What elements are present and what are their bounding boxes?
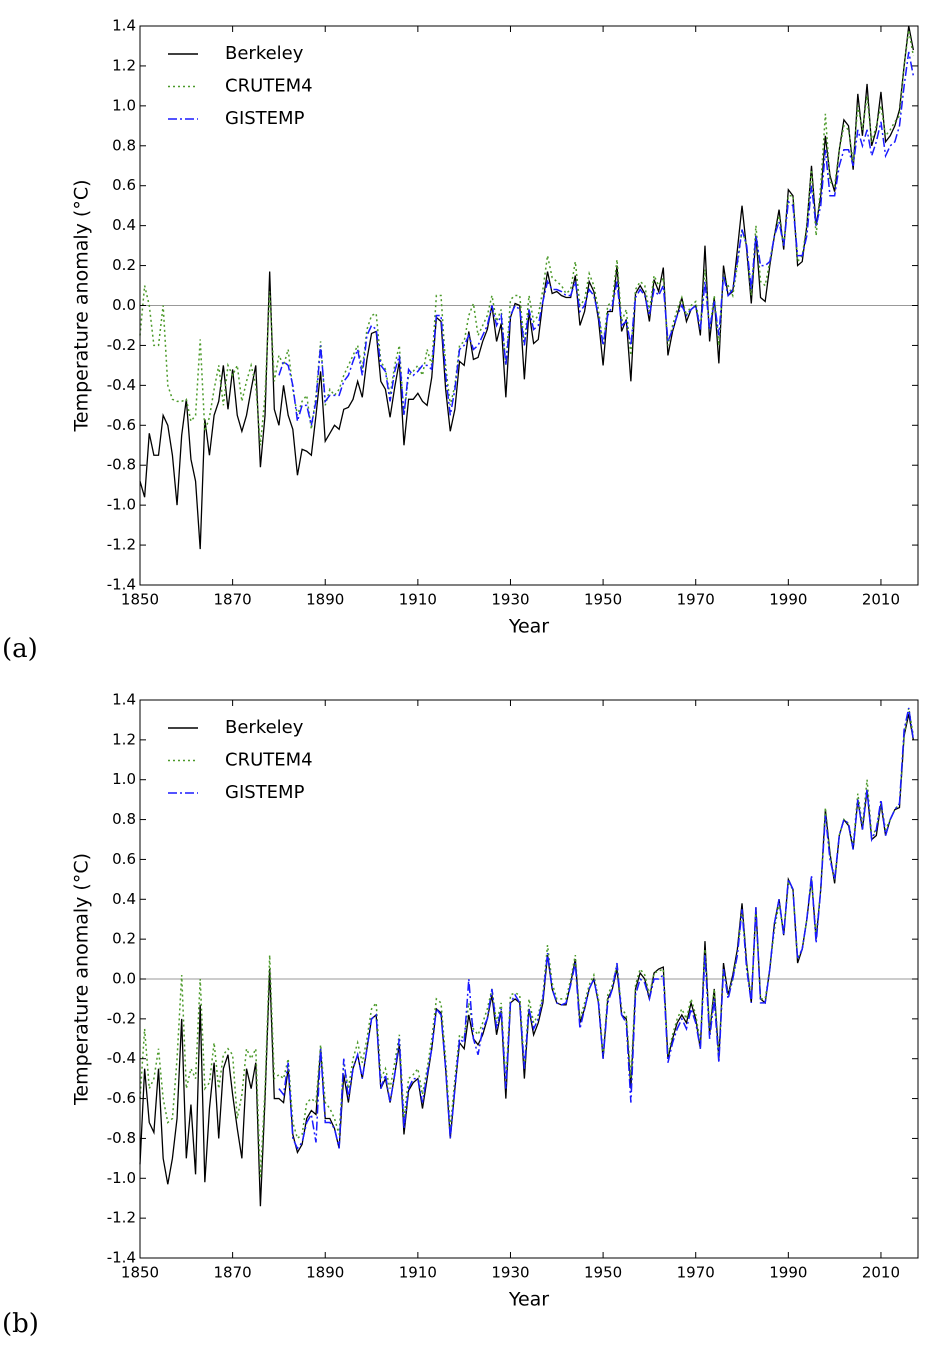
x-tick-label: 1910 [399,1264,437,1282]
y-tick-label: 0.4 [112,216,136,234]
x-tick-label: 1850 [121,1264,159,1282]
y-tick-label: 1.2 [112,56,136,74]
y-axis-label: Temperature anomaly (°C) [71,179,93,432]
y-tick-label: 1.0 [112,770,136,788]
y-tick-label: -0.2 [107,1009,136,1027]
y-tick-label: 1.4 [112,691,136,709]
x-tick-label: 2010 [862,1264,900,1282]
x-tick-label: 1870 [214,1264,252,1282]
panel: -1.4 -1.2 -1.0 -0.8 -0.6 -0.4 -0.2 0.0 0.2 0.4 0.6… [2,17,919,664]
series-line [278,51,915,426]
y-tick-label: -1.2 [107,536,136,554]
panel-label: (a) [2,634,38,664]
y-tick-label: -0.8 [107,456,136,474]
x-tick-label: 1950 [584,591,622,609]
y-tick-label: 0.8 [112,810,136,828]
y-tick-label: -0.4 [107,1049,136,1067]
x-tick-label: 1890 [306,591,344,609]
x-tick-label: 2010 [862,591,900,609]
x-tick-label: 1970 [677,591,715,609]
legend-label: Berkeley [225,717,304,738]
x-tick-label: 1990 [769,591,807,609]
legend-label: GISTEMP [225,782,305,803]
y-tick-label: 0.2 [112,930,136,948]
legend-label: GISTEMP [225,108,305,129]
y-axis-label: Temperature anomaly (°C) [71,853,93,1106]
y-tick-label: -1.4 [107,1249,136,1267]
x-tick-label: 1910 [399,591,437,609]
legend-label: CRUTEM4 [225,76,313,97]
x-tick-label: 1850 [121,591,159,609]
y-tick-label: 1.4 [112,17,136,35]
legend-label: CRUTEM4 [225,750,313,771]
x-tick-label: 1950 [584,1264,622,1282]
x-tick-label: 1990 [769,1264,807,1282]
y-tick-label: -1.2 [107,1209,136,1227]
x-tick-label: 1870 [214,591,252,609]
y-tick-label: -0.6 [107,416,136,434]
x-tick-label: 1930 [491,1264,529,1282]
y-tick-label: -1.0 [107,496,136,514]
y-tick-label: 0.0 [112,970,136,988]
y-tick-label: -0.2 [107,336,136,354]
y-tick-label: 1.2 [112,730,136,748]
y-tick-label: -0.4 [107,376,136,394]
y-tick-label: 0.0 [112,296,136,314]
y-tick-label: 0.2 [112,256,136,274]
y-tick-label: 0.8 [112,136,136,154]
y-tick-label: -1.4 [107,576,136,594]
y-tick-label: -1.0 [107,1169,136,1187]
y-tick-label: 1.0 [112,96,136,114]
x-tick-label: 1930 [491,591,529,609]
legend-label: Berkeley [225,43,304,64]
y-tick-label: -0.6 [107,1089,136,1107]
x-axis-label: Year [508,1289,549,1311]
series-line [278,707,915,1150]
panel-label: (b) [2,1309,39,1339]
x-axis-label: Year [508,616,549,638]
x-tick-label: 1890 [306,1264,344,1282]
panel: -1.4 -1.2 -1.0 -0.8 -0.6 -0.4 -0.2 0.0 0.2 0.4 0.6… [2,691,919,1339]
y-tick-label: -0.8 [107,1129,136,1147]
y-tick-label: 0.6 [112,176,136,194]
x-tick-label: 1970 [677,1264,715,1282]
series-line [139,29,915,446]
y-tick-label: 0.6 [112,850,136,868]
y-tick-label: 0.4 [112,890,136,908]
